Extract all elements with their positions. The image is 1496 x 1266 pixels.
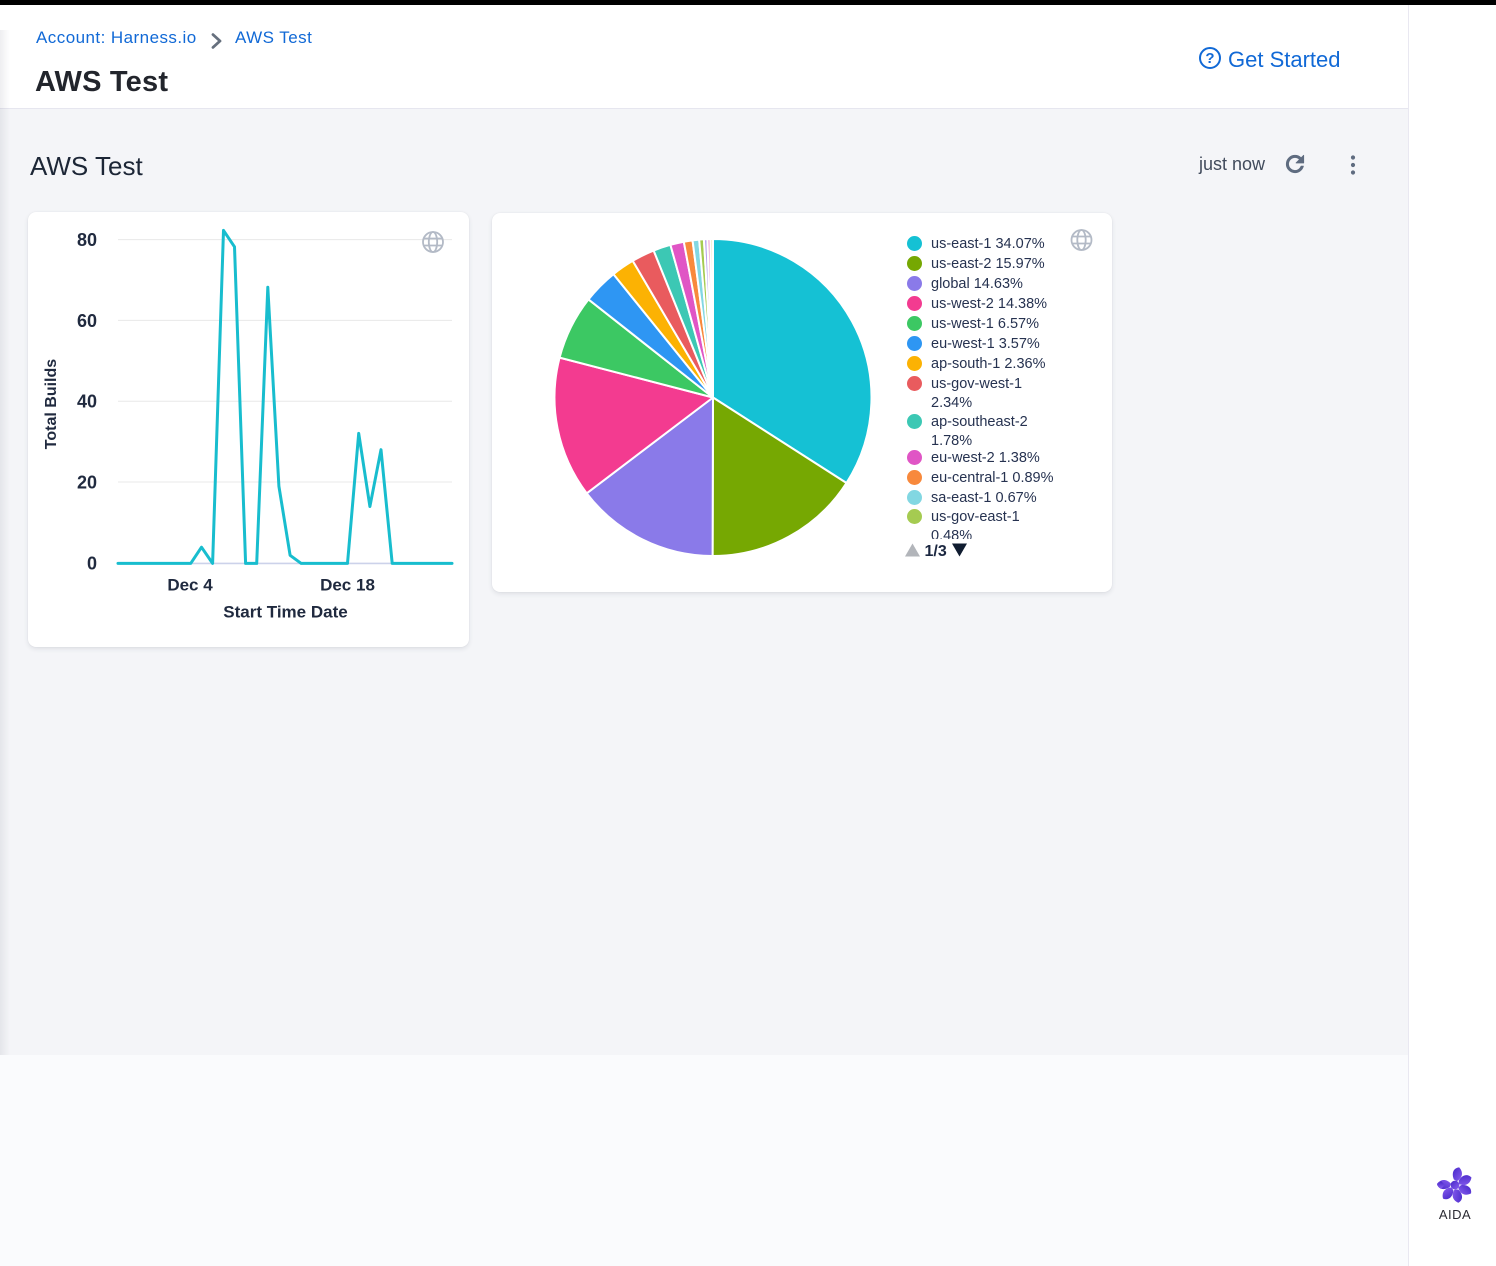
svg-text:Start Time Date: Start Time Date xyxy=(223,603,347,622)
svg-text:Dec 18: Dec 18 xyxy=(320,576,375,595)
svg-text:20: 20 xyxy=(77,472,97,492)
svg-text:Total Builds: Total Builds xyxy=(43,359,60,449)
svg-text:80: 80 xyxy=(77,230,97,250)
svg-text:Dec 4: Dec 4 xyxy=(167,576,213,595)
svg-text:0: 0 xyxy=(87,553,97,573)
svg-text:?: ? xyxy=(1205,50,1214,67)
svg-text:1/3: 1/3 xyxy=(925,543,947,558)
svg-text:60: 60 xyxy=(77,311,97,331)
svg-text:40: 40 xyxy=(77,392,97,412)
